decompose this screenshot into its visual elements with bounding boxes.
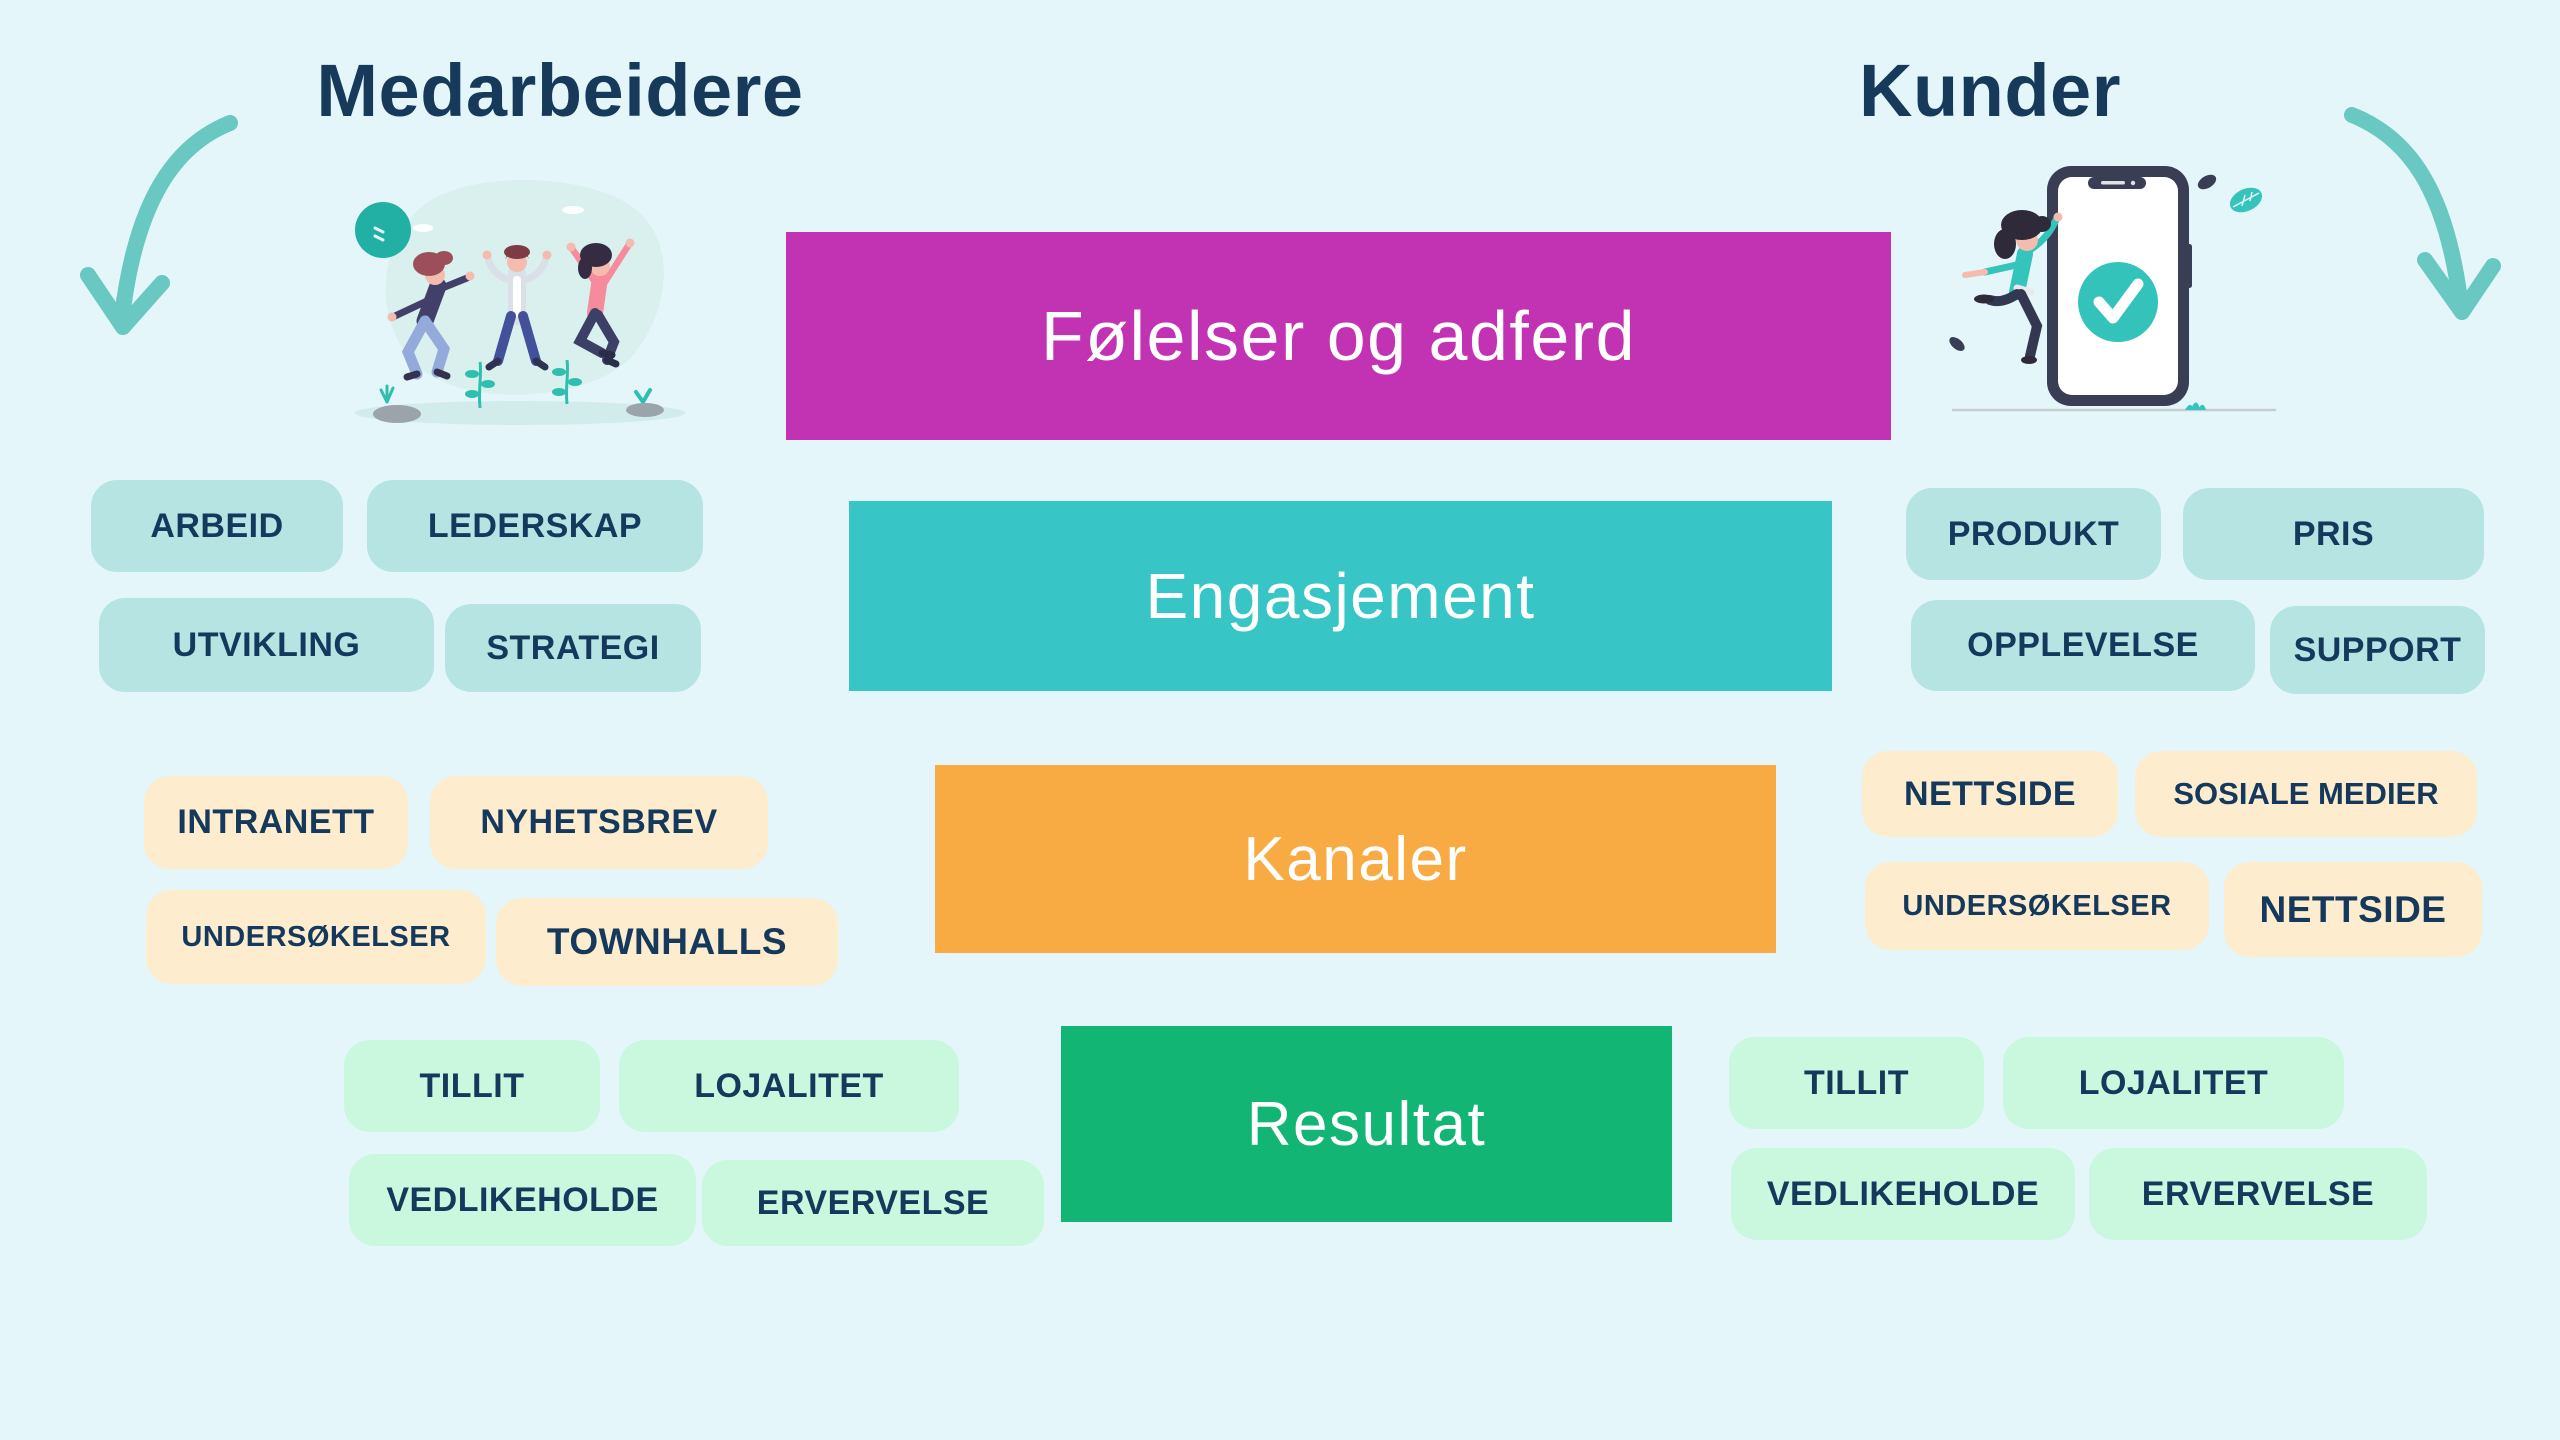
jumping-person-1 (387, 251, 475, 381)
tag-nyhetsbrev: NYHETSBREV (430, 776, 768, 869)
feelings-behaviour-bar: Følelser og adferd (786, 232, 1891, 440)
curved-arrow-right-icon (2344, 107, 2501, 320)
customers-section-title: Kunder (1859, 49, 2121, 132)
leaves-decoration (1949, 174, 2263, 410)
curved-arrow-left-icon (80, 115, 238, 335)
tag-undersokelser-employee: UNDERSØKELSER (146, 890, 486, 984)
plants-decoration (373, 359, 664, 423)
tag-ervervelse-employee: ERVERVELSE (702, 1160, 1044, 1246)
tag-tillit-customer: TILLIT (1729, 1037, 1984, 1129)
tag-support: SUPPORT (2270, 606, 2485, 694)
employees-jumping-illustration (355, 179, 685, 425)
tag-lojalitet-employee: LOJALITET (619, 1040, 959, 1132)
tag-nettside-1: NETTSIDE (1862, 751, 2118, 837)
tag-produkt: PRODUKT (1906, 488, 2161, 580)
tag-opplevelse: OPPLEVELSE (1911, 600, 2255, 691)
tag-townhalls: TOWNHALLS (496, 898, 838, 986)
tag-pris: PRIS (2183, 488, 2484, 580)
tag-intranett: INTRANETT (144, 776, 408, 869)
tag-tillit-employee: TILLIT (344, 1040, 600, 1132)
channels-bar: Kanaler (935, 765, 1776, 953)
tag-arbeid: ARBEID (91, 480, 343, 572)
tag-nettside-2: NETTSIDE (2224, 862, 2482, 957)
tag-utvikling: UTVIKLING (99, 598, 434, 692)
check-icon (2078, 262, 2158, 342)
tag-vedlikeholde-employee: VEDLIKEHOLDE (349, 1154, 696, 1246)
tag-undersokelser-customer: UNDERSØKELSER (1865, 862, 2209, 950)
results-bar: Resultat (1061, 1026, 1672, 1222)
tag-ervervelse-customer: ERVERVELSE (2089, 1148, 2427, 1240)
tag-lederskap: LEDERSKAP (367, 480, 703, 572)
engagement-bar: Engasjement (849, 501, 1832, 691)
jumping-person-3 (566, 238, 635, 368)
teal-circle-decoration (355, 202, 411, 258)
tag-sosiale-medier: SOSIALE MEDIER (2135, 751, 2477, 837)
tag-strategi: STRATEGI (445, 604, 701, 692)
tag-vedlikeholde-customer: VEDLIKEHOLDE (1731, 1148, 2075, 1240)
employees-section-title: Medarbeidere (316, 49, 804, 132)
jumping-customer-person (1962, 210, 2063, 364)
customer-phone-check-illustration (1949, 166, 2277, 412)
jumping-person-2 (482, 245, 552, 371)
tag-lojalitet-customer: LOJALITET (2003, 1037, 2344, 1129)
